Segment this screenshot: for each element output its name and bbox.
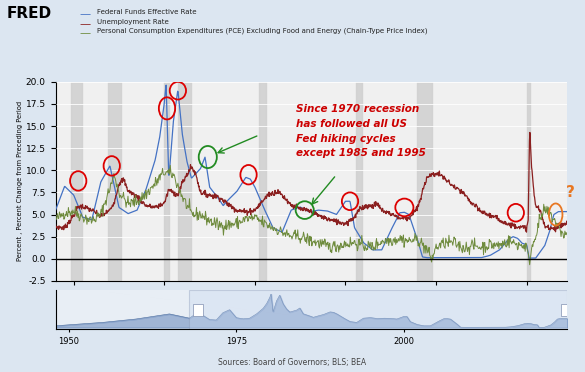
Text: Sources: Board of Governors; BLS; BEA: Sources: Board of Governors; BLS; BEA bbox=[218, 357, 367, 366]
Text: FRED: FRED bbox=[7, 6, 52, 20]
Bar bbox=[417, 82, 432, 281]
Text: —: — bbox=[79, 19, 90, 29]
Bar bbox=[164, 82, 169, 281]
Bar bbox=[178, 82, 191, 281]
Text: Since 1970 recession
has followed all US
Fed hiking cycles
except 1985 and 1995: Since 1970 recession has followed all US… bbox=[295, 104, 425, 158]
Bar bbox=[526, 82, 529, 281]
Text: Unemployment Rate: Unemployment Rate bbox=[97, 19, 168, 25]
Bar bbox=[71, 82, 82, 281]
Text: Personal Consumption Expenditures (PCE) Excluding Food and Energy (Chain-Type Pr: Personal Consumption Expenditures (PCE) … bbox=[97, 28, 427, 34]
Bar bbox=[190, 290, 567, 329]
Y-axis label: Percent , Percent Change from Preceding Period: Percent , Percent Change from Preceding … bbox=[17, 101, 23, 262]
Bar bbox=[561, 304, 571, 315]
Bar bbox=[356, 82, 362, 281]
Text: Federal Funds Effective Rate: Federal Funds Effective Rate bbox=[97, 9, 196, 15]
Bar bbox=[259, 82, 266, 281]
Text: —: — bbox=[79, 9, 90, 19]
Text: —: — bbox=[79, 28, 90, 38]
Text: ?: ? bbox=[566, 185, 574, 200]
Bar bbox=[192, 304, 203, 315]
Bar bbox=[108, 82, 121, 281]
